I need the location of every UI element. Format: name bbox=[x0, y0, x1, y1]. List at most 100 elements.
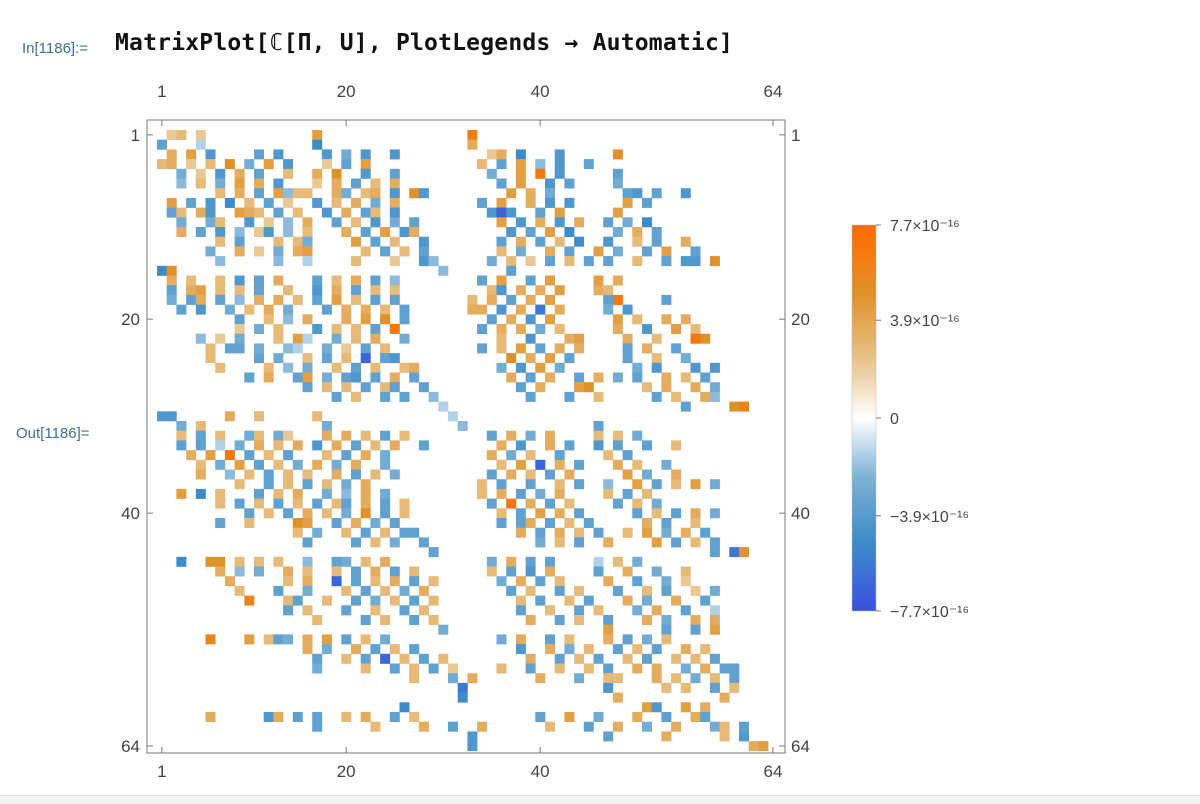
matrix-cell bbox=[292, 712, 303, 722]
matrix-cell bbox=[389, 353, 400, 364]
matrix-cell bbox=[593, 421, 604, 431]
matrix-cell bbox=[263, 304, 274, 315]
matrix-cell bbox=[360, 585, 371, 596]
matrix-cell bbox=[234, 188, 245, 199]
matrix-cell bbox=[525, 197, 536, 208]
matrix-cell bbox=[709, 256, 720, 267]
matrix-cell bbox=[341, 488, 352, 499]
matrix-cell bbox=[389, 663, 400, 674]
matrix-cell bbox=[409, 615, 420, 625]
matrix-cell bbox=[593, 246, 604, 257]
matrix-cell bbox=[254, 556, 264, 567]
matrix-cell bbox=[729, 682, 740, 693]
matrix-cell bbox=[195, 430, 206, 441]
matrix-cell bbox=[525, 615, 536, 625]
matrix-cell bbox=[351, 459, 361, 470]
matrix-cell bbox=[690, 479, 701, 490]
matrix-cell bbox=[370, 595, 381, 606]
matrix-cell bbox=[380, 304, 391, 315]
matrix-cell bbox=[263, 450, 274, 461]
matrix-cell bbox=[166, 411, 177, 422]
matrix-cell bbox=[360, 304, 371, 315]
matrix-cell bbox=[535, 712, 546, 722]
matrix-cell bbox=[515, 159, 526, 170]
matrix-cell bbox=[418, 246, 429, 257]
matrix-cell bbox=[273, 236, 284, 247]
matrix-cell bbox=[671, 537, 682, 548]
matrix-cell bbox=[574, 236, 585, 247]
matrix-cell bbox=[302, 585, 313, 596]
matrix-cell bbox=[234, 324, 245, 334]
matrix-cell bbox=[166, 130, 177, 140]
matrix-cell bbox=[545, 721, 555, 732]
matrix-cell bbox=[389, 382, 400, 393]
matrix-cell bbox=[690, 585, 701, 596]
matrix-cell bbox=[380, 653, 391, 664]
matrix-cell bbox=[574, 527, 585, 538]
matrix-cell bbox=[263, 508, 274, 519]
matrix-cell bbox=[477, 159, 488, 170]
input-code-cell[interactable]: MatrixPlot[ℂ[Π, U], PlotLegends → Automa… bbox=[115, 30, 734, 56]
matrix-cell bbox=[525, 372, 536, 383]
matrix-cell bbox=[671, 595, 682, 606]
matrix-cell bbox=[341, 188, 352, 199]
matrix-cell bbox=[341, 498, 352, 509]
matrix-cell bbox=[515, 518, 526, 528]
matrix-cell bbox=[244, 634, 255, 645]
matrix-cell bbox=[380, 382, 391, 393]
matrix-cell bbox=[254, 411, 264, 422]
matrix-cell bbox=[224, 304, 235, 315]
matrix-cell bbox=[612, 585, 623, 596]
matrix-cell bbox=[409, 217, 420, 228]
matrix-cell bbox=[739, 721, 749, 732]
matrix-cell bbox=[583, 644, 594, 655]
y-tick-label-right: 64 bbox=[791, 737, 810, 756]
matrix-cell bbox=[486, 556, 497, 567]
matrix-cell bbox=[399, 527, 410, 538]
matrix-cell bbox=[690, 333, 701, 344]
matrix-cell bbox=[612, 324, 623, 334]
matrix-cell bbox=[283, 634, 294, 645]
matrix-cell bbox=[515, 324, 526, 334]
matrix-cell bbox=[331, 556, 342, 567]
matrix-cell bbox=[525, 391, 536, 402]
matrix-cell bbox=[370, 440, 381, 451]
matrix-cell bbox=[642, 634, 652, 645]
matrix-cell bbox=[651, 673, 662, 684]
matrix-cell bbox=[690, 537, 701, 548]
matrix-cell bbox=[254, 149, 264, 160]
matrix-cell bbox=[574, 615, 585, 625]
matrix-cell bbox=[622, 343, 633, 354]
matrix-cell bbox=[409, 362, 420, 373]
matrix-cell bbox=[506, 207, 517, 218]
matrix-cell bbox=[438, 653, 449, 664]
matrix-cell bbox=[651, 508, 662, 519]
matrix-cell bbox=[525, 498, 536, 509]
matrix-cell bbox=[593, 556, 604, 567]
matrix-cell bbox=[409, 372, 420, 383]
matrix-cell bbox=[244, 372, 255, 383]
matrix-cell bbox=[409, 712, 420, 722]
matrix-cell bbox=[302, 566, 313, 577]
matrix-cell bbox=[574, 459, 585, 470]
matrix-cell bbox=[496, 362, 507, 373]
matrix-cell bbox=[273, 488, 284, 499]
matrix-cell bbox=[545, 178, 555, 189]
matrix-cell bbox=[603, 217, 614, 228]
matrix-cell bbox=[709, 585, 720, 596]
matrix-cell bbox=[554, 343, 565, 354]
matrix-cell bbox=[389, 469, 400, 480]
x-tick-label-top: 20 bbox=[337, 82, 356, 101]
matrix-cell bbox=[748, 741, 759, 752]
matrix-cell bbox=[418, 440, 429, 451]
matrix-cell bbox=[506, 256, 517, 267]
matrix-cell bbox=[583, 721, 594, 732]
matrix-cell bbox=[234, 343, 245, 354]
matrix-cell bbox=[545, 556, 555, 567]
matrix-cell bbox=[709, 479, 720, 490]
matrix-cell bbox=[254, 440, 264, 451]
matrix-cell bbox=[642, 518, 652, 528]
matrix-cell bbox=[486, 149, 497, 160]
matrix-cell bbox=[360, 634, 371, 645]
matrix-cell bbox=[341, 508, 352, 519]
